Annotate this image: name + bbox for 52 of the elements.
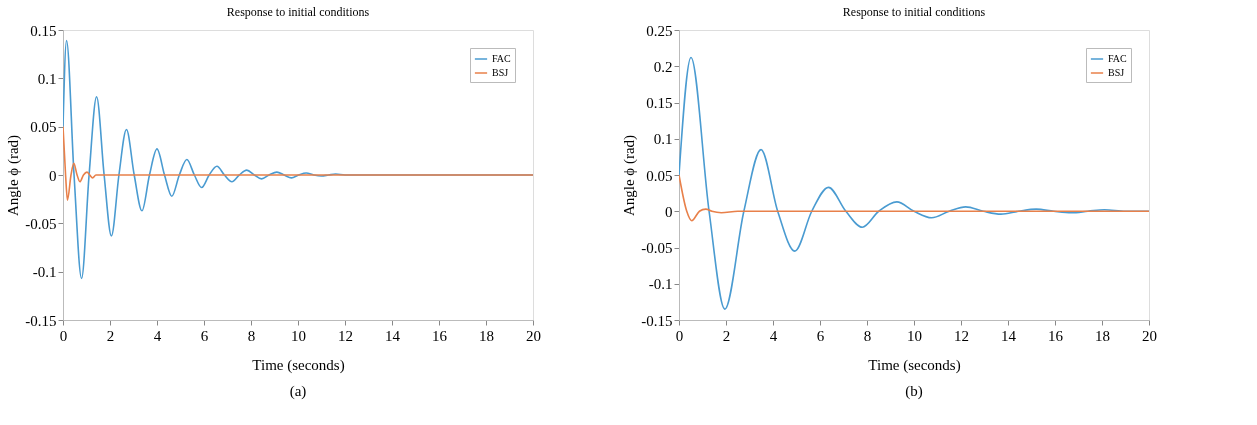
x-tick-label: 18: [479, 327, 494, 344]
x-tick-label: 14: [385, 327, 401, 344]
y-tick-label: -0.15: [25, 312, 57, 329]
x-tick-label: 10: [907, 327, 922, 344]
y-tick-label: 0: [49, 167, 57, 184]
y-tick-label: 0: [665, 203, 673, 220]
x-tick-label: 2: [106, 327, 115, 344]
y-tick-label: -0.1: [648, 276, 673, 293]
y-axis-title: Angle ϕ (rad): [621, 134, 639, 217]
y-tick-label: 0.1: [653, 131, 673, 148]
y-tick-label: 0.1: [37, 70, 57, 87]
x-tick-label: 12: [338, 327, 353, 344]
x-tick-label: 6: [816, 327, 825, 344]
y-tick-label: 0.15: [30, 22, 57, 39]
x-tick-label: 0: [675, 327, 684, 344]
y-tick-label: -0.15: [641, 312, 673, 329]
x-tick-label: 2: [722, 327, 731, 344]
chart-title: Response to initial conditions: [226, 5, 370, 19]
x-tick-label: 10: [291, 327, 306, 344]
x-tick-label: 16: [432, 327, 448, 344]
y-tick-label: -0.1: [32, 264, 57, 281]
x-tick-label: 14: [1001, 327, 1017, 344]
y-tick-label: 0.25: [646, 22, 673, 39]
x-tick-label: 20: [526, 327, 541, 344]
line-series: [679, 174, 1149, 222]
y-axis-title: Angle ϕ (rad): [5, 134, 23, 217]
x-tick-label: 4: [153, 327, 162, 344]
x-axis-title: Time (seconds): [868, 356, 961, 374]
x-tick-label: 4: [769, 327, 778, 344]
y-tick-label: 0.2: [653, 58, 673, 75]
text: (a): [289, 383, 307, 400]
x-tick-label: 8: [247, 327, 256, 344]
x-tick-label: 6: [200, 327, 209, 344]
x-axis-title: Time (seconds): [252, 356, 345, 374]
text: (b): [905, 383, 923, 400]
legend-label: FAC: [492, 53, 512, 64]
line-series: [63, 125, 533, 201]
y-tick-label: 0.15: [646, 95, 673, 111]
y-tick-label: -0.05: [25, 215, 57, 232]
x-tick-label: 8: [863, 327, 872, 344]
y-tick-label: -0.05: [641, 240, 673, 256]
x-tick-label: 18: [1095, 327, 1110, 344]
legend-label: FAC: [1108, 53, 1128, 64]
chart-title: Response to initial conditions: [842, 5, 986, 19]
legend-label: BSJ: [1108, 67, 1125, 78]
x-tick-label: 16: [1048, 327, 1064, 344]
y-tick-label: 0.05: [646, 167, 673, 184]
y-tick-label: 0.05: [30, 119, 57, 136]
legend-label: BSJ: [492, 67, 509, 78]
x-tick-label: 20: [1142, 327, 1157, 344]
x-tick-label: 12: [954, 327, 969, 344]
x-tick-label: 0: [59, 327, 68, 344]
